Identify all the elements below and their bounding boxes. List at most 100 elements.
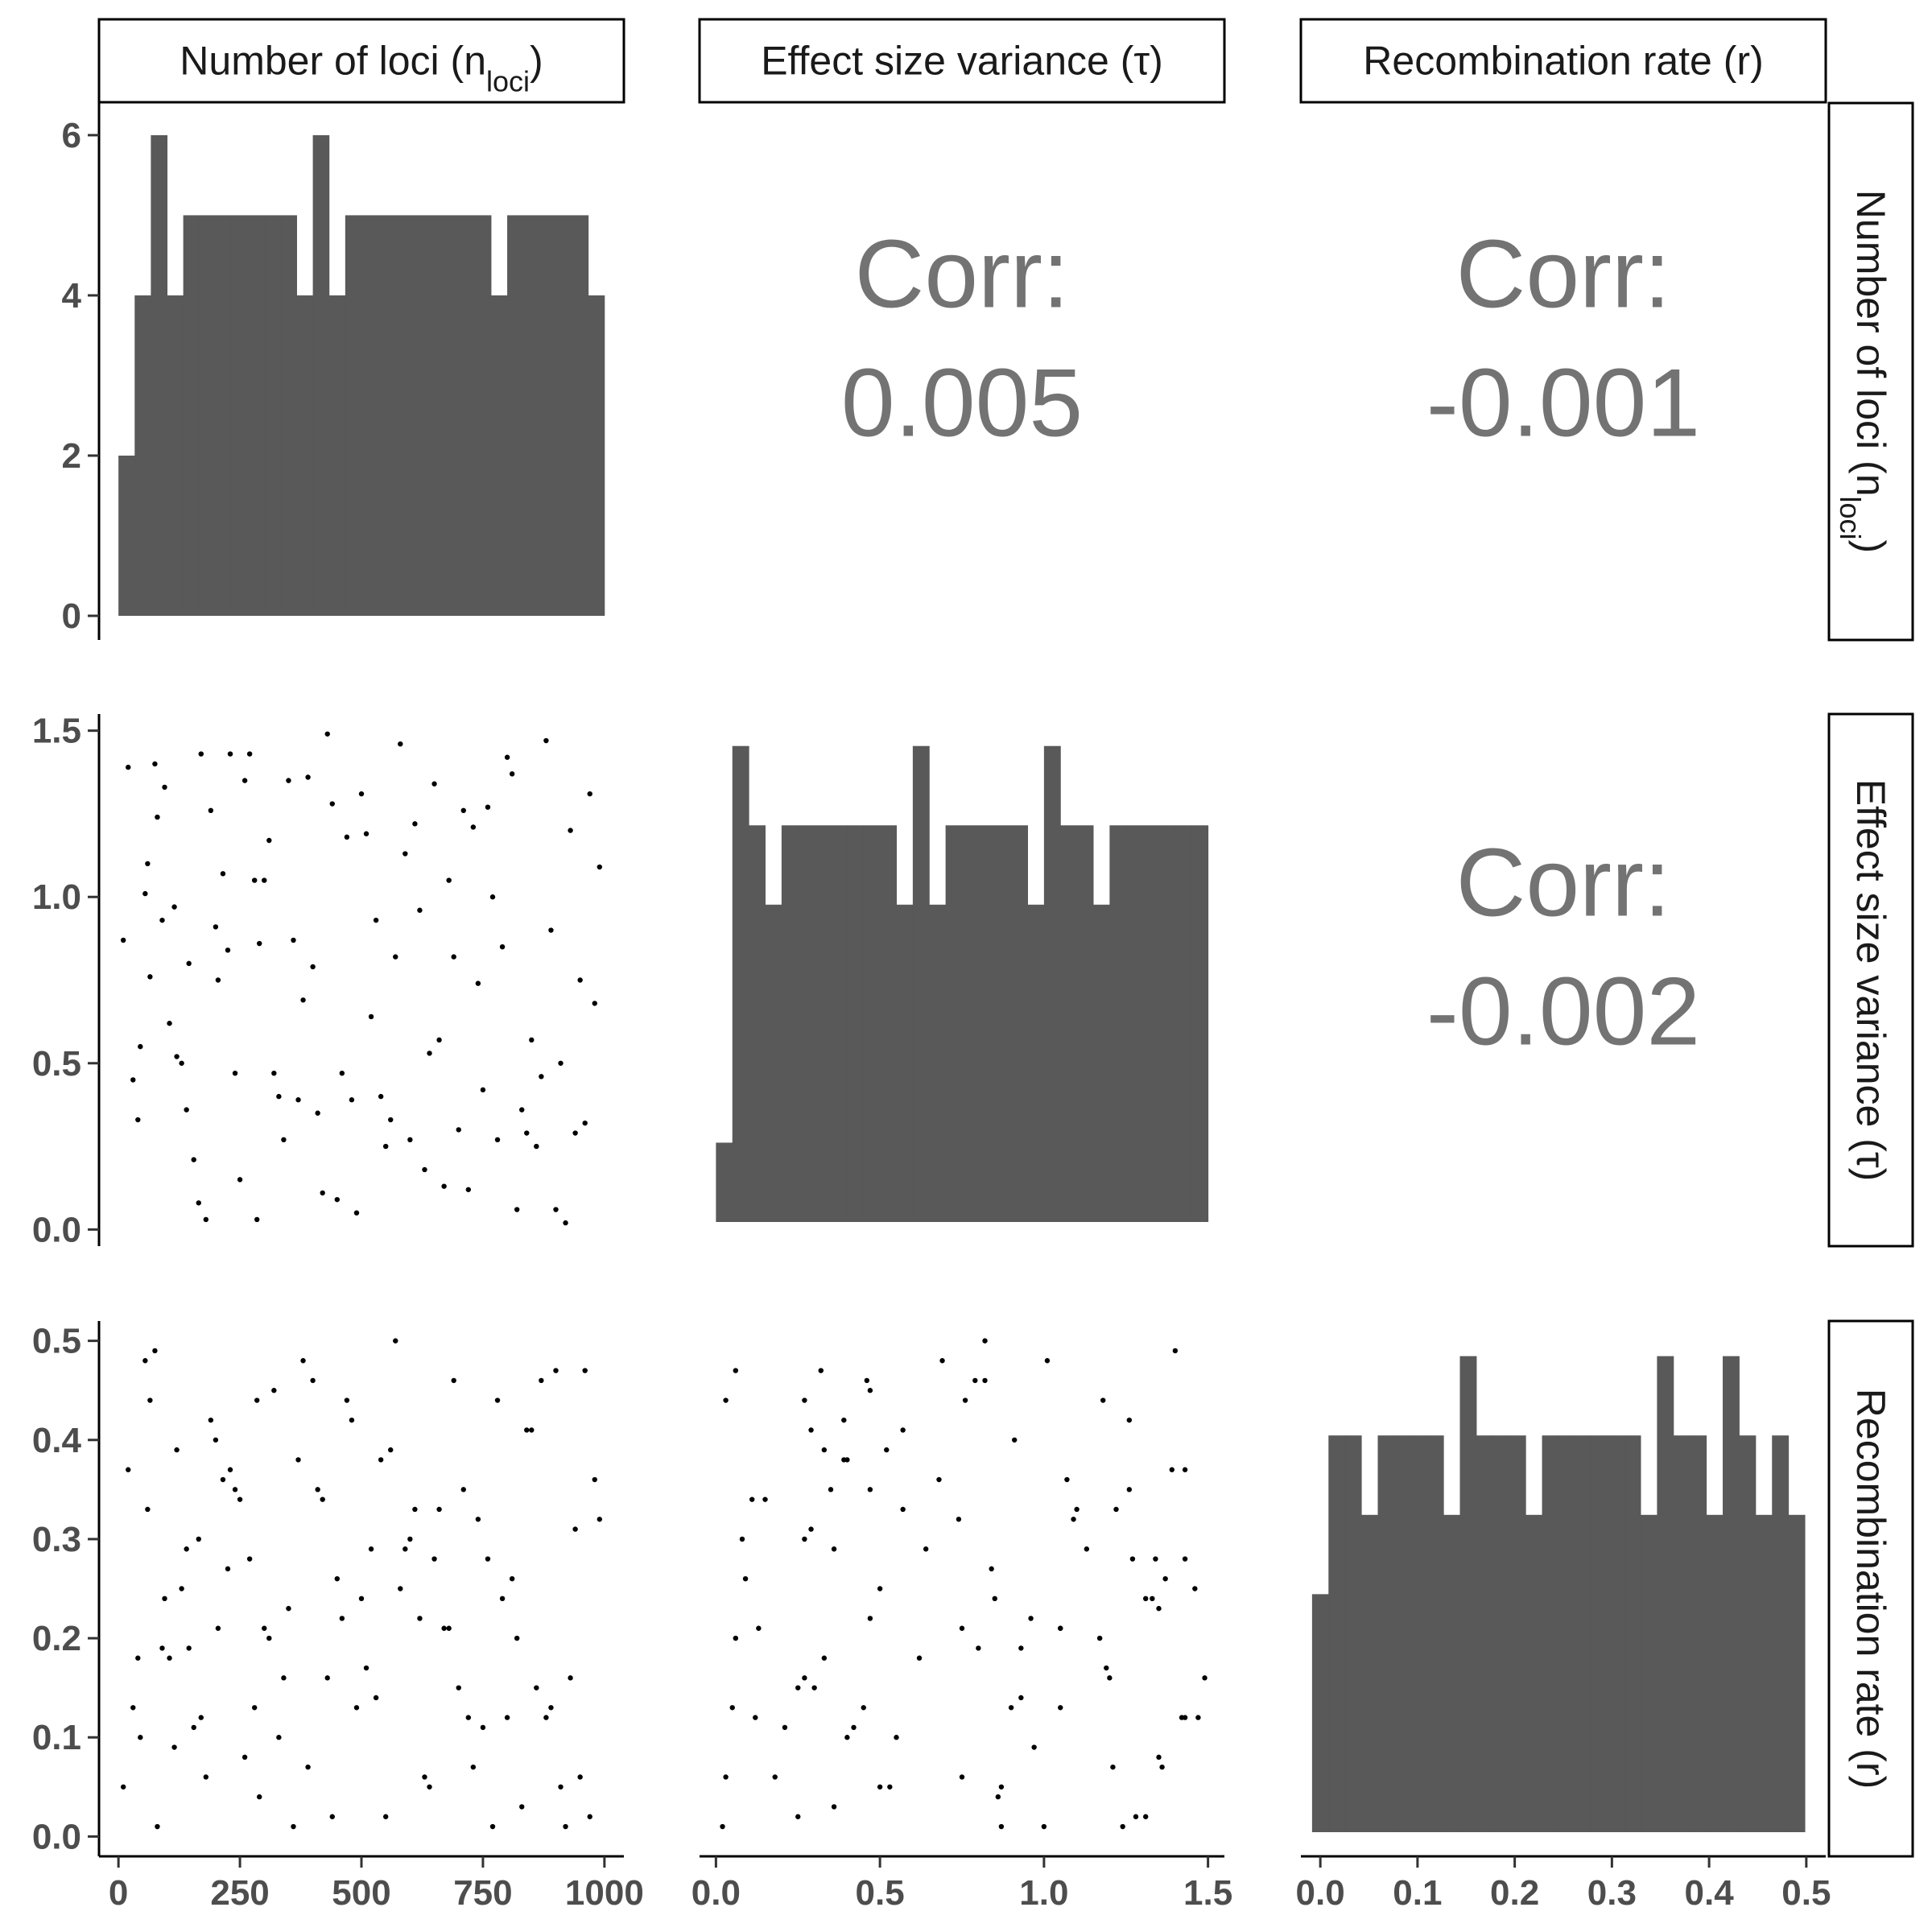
x-tick-label: 0.4 [1685, 1873, 1735, 1913]
correlation-label: Corr: [855, 221, 1070, 328]
scatter-point [864, 1377, 870, 1384]
scatter-point [867, 1388, 873, 1393]
scatter-point [353, 1210, 360, 1216]
scatter-point [494, 1397, 501, 1403]
scatter-point [460, 1487, 466, 1492]
histogram-bar [814, 825, 832, 1222]
scatter-point [1143, 1814, 1149, 1819]
histogram-bar [1191, 825, 1209, 1222]
scatter-point [1008, 1705, 1014, 1711]
histogram-bar [1158, 825, 1176, 1222]
scatter-point [334, 1575, 341, 1582]
scatter-point [388, 1447, 394, 1453]
scatter-point [587, 1814, 592, 1819]
scatter-point [215, 977, 221, 983]
column-strip-label: Effect size variance [761, 39, 1121, 84]
correlation-label: Corr: [1456, 221, 1671, 328]
histogram-bar [929, 904, 947, 1222]
scatter-point [422, 1166, 427, 1173]
histogram-bar [215, 215, 233, 616]
histogram-bar [1640, 1514, 1657, 1832]
histogram-bar [945, 825, 963, 1222]
histogram-bar [539, 215, 556, 616]
scatter-point [475, 1517, 481, 1522]
scatter-point [184, 1546, 189, 1552]
scatter-point [529, 1037, 535, 1043]
scatter-point [262, 877, 267, 883]
scatter-point [936, 1476, 942, 1483]
x-tick-label: 0.0 [1296, 1873, 1345, 1913]
scatter-point [972, 1377, 978, 1384]
scatter-point [324, 731, 330, 737]
y-tick-label: 0.0 [32, 1817, 81, 1856]
scatter-point [152, 761, 158, 767]
histogram-bar [1361, 1514, 1379, 1832]
scatter-point [867, 1487, 873, 1492]
scatter-point [378, 1093, 384, 1100]
column-strip-symbol: r [1736, 39, 1750, 84]
scatter-point [271, 1070, 277, 1076]
scatter-point [1018, 1645, 1024, 1651]
scatter-point [877, 1586, 883, 1591]
scatter-point [368, 1546, 374, 1552]
column-strip-label: Number of loci [180, 39, 450, 84]
scatter-point [821, 1447, 828, 1453]
scatter-point [320, 1496, 325, 1502]
scatter-point [162, 1596, 167, 1602]
scatter-point [828, 1487, 834, 1492]
scatter-n_loci-vs-r [120, 1338, 603, 1830]
histogram-bar [1344, 1435, 1362, 1832]
scatter-point [126, 764, 131, 770]
y-tick-label: 6 [62, 116, 81, 155]
x-tick-label: 1.0 [1019, 1873, 1068, 1913]
scatter-point [1179, 1715, 1185, 1720]
column-strips: Number of loci (nloci) Effect size varian… [97, 18, 1827, 104]
scatter-point [582, 1368, 588, 1373]
scatter-point [494, 1137, 501, 1143]
scatter-point [344, 834, 350, 840]
scatter-point [191, 1724, 196, 1731]
column-strip-open-paren: ( [1121, 39, 1134, 84]
scatter-point [1113, 1506, 1119, 1513]
histogram-bar [1673, 1435, 1690, 1832]
scatter-point [155, 814, 160, 820]
scatter-point [1031, 1744, 1037, 1750]
scatter-point [480, 1724, 486, 1731]
scatter-point [592, 1476, 597, 1483]
scatter-point [563, 1220, 568, 1226]
scatter-point [291, 1823, 296, 1830]
scatter-point [203, 1216, 209, 1223]
scatter-point [251, 877, 258, 883]
scatter-point [733, 1635, 739, 1641]
row-strip-subscript: loci [1835, 497, 1868, 540]
scatter-point [572, 1130, 578, 1136]
scatter-point [539, 1074, 544, 1080]
scatter-point [1169, 1467, 1175, 1472]
scatter-point [509, 1575, 515, 1582]
histogram-tau [716, 745, 1209, 1222]
scatter-point [1041, 1823, 1047, 1830]
scatter-point [412, 821, 418, 827]
correlation-label: Corr: [1456, 829, 1671, 937]
scatter-point [227, 751, 233, 757]
scatter-point [203, 1774, 209, 1780]
histogram-bar [118, 455, 135, 616]
x-axis-n_loci: 0 250 500 750 1000 [99, 1855, 644, 1913]
scatter-point [237, 1177, 243, 1183]
scatter-point [900, 1427, 906, 1433]
histogram-bar [1093, 904, 1110, 1222]
histogram-bar [458, 215, 476, 616]
scatter-point [844, 1457, 850, 1463]
scatter-point [504, 754, 510, 760]
histogram-bar [1125, 825, 1143, 1222]
scatter-point [539, 1377, 544, 1384]
histogram-bar [523, 215, 540, 616]
scatter-point [142, 890, 148, 897]
scatter-point [795, 1685, 801, 1690]
column-strip-close-paren: ) [1750, 39, 1764, 84]
histogram-bar [1410, 1435, 1428, 1832]
scatter-point [582, 1120, 588, 1126]
x-axis-r: 0.0 0.1 0.2 0.3 0.4 0.5 [1296, 1855, 1831, 1913]
scatter-point [821, 1655, 828, 1661]
histogram-bar [1575, 1435, 1592, 1832]
